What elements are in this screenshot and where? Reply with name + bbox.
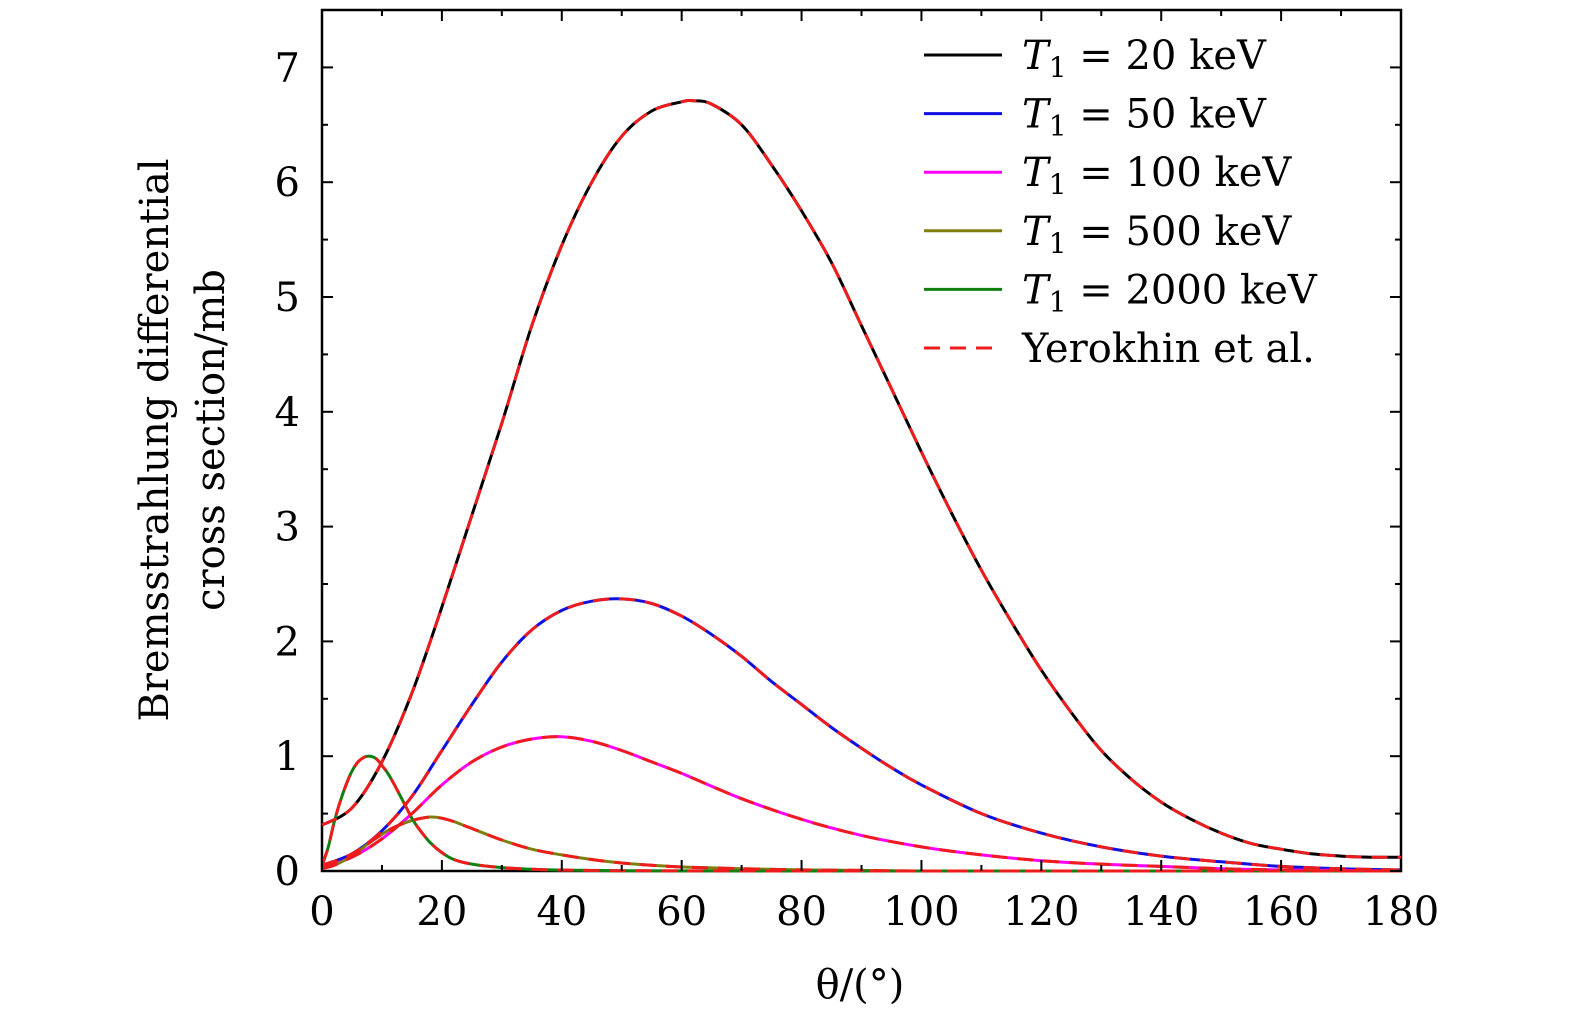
- reference-dashed-line: [321, 597, 1402, 872]
- x-tick-label: 100: [883, 889, 959, 935]
- x-tick-label: 80: [776, 889, 827, 935]
- reference-dashed-line: [321, 98, 1402, 859]
- y-tick-label: 2: [275, 619, 300, 665]
- y-axis-title-line-1: Bremsstrahlung differential: [132, 158, 178, 721]
- plot-frame: [320, 8, 1403, 873]
- legend-label: T1 = 2000 keV: [1022, 267, 1318, 318]
- y-axis-title: Bremsstrahlung differential cross sectio…: [132, 158, 234, 721]
- x-tick-label: 20: [416, 889, 467, 935]
- plot-area: [320, 8, 1403, 873]
- x-tick-label: 140: [1123, 889, 1199, 935]
- legend-label: T1 = 500 keV: [1022, 209, 1292, 260]
- reference-dashed-line: [320, 754, 1402, 873]
- x-tick-label: 0: [309, 889, 334, 935]
- legend-label: T1 = 50 keV: [1022, 92, 1267, 143]
- y-axis-title-line-2: cross section/mb: [188, 269, 234, 611]
- legend-label: T1 = 100 keV: [1022, 150, 1292, 201]
- x-tick-label: 180: [1363, 889, 1439, 935]
- x-tick-label: 60: [656, 889, 707, 935]
- y-axis: 0 1 2 3 4 5 6 7: [275, 9, 1401, 895]
- series-line-t1-2000-kev: [320, 754, 1402, 873]
- y-tick-label: 0: [275, 849, 300, 895]
- x-tick-label: 120: [1003, 889, 1079, 935]
- y-tick-label: 5: [275, 275, 300, 321]
- y-tick-label: 7: [275, 45, 300, 91]
- series-line-t1-100-kev: [321, 735, 1402, 873]
- y-tick-label: 1: [275, 734, 300, 780]
- x-axis: 0 20 40 60 80 100 120 140 160 180: [309, 10, 1439, 935]
- y-tick-label: 6: [275, 160, 300, 206]
- y-tick-label: 3: [275, 505, 300, 551]
- reference-dashed-line: [321, 735, 1402, 873]
- y-tick-label: 4: [275, 390, 300, 436]
- x-axis-title: θ/(°): [816, 962, 905, 1008]
- legend-label: Yerokhin et al.: [1021, 326, 1315, 372]
- legend-label: T1 = 20 keV: [1022, 33, 1267, 84]
- x-tick-label: 40: [536, 889, 587, 935]
- x-tick-label: 160: [1243, 889, 1319, 935]
- legend: T1 = 20 keV T1 = 50 keV T1 = 100 keV T1 = 5…: [924, 33, 1318, 372]
- series-line-t1-50-kev: [321, 597, 1402, 872]
